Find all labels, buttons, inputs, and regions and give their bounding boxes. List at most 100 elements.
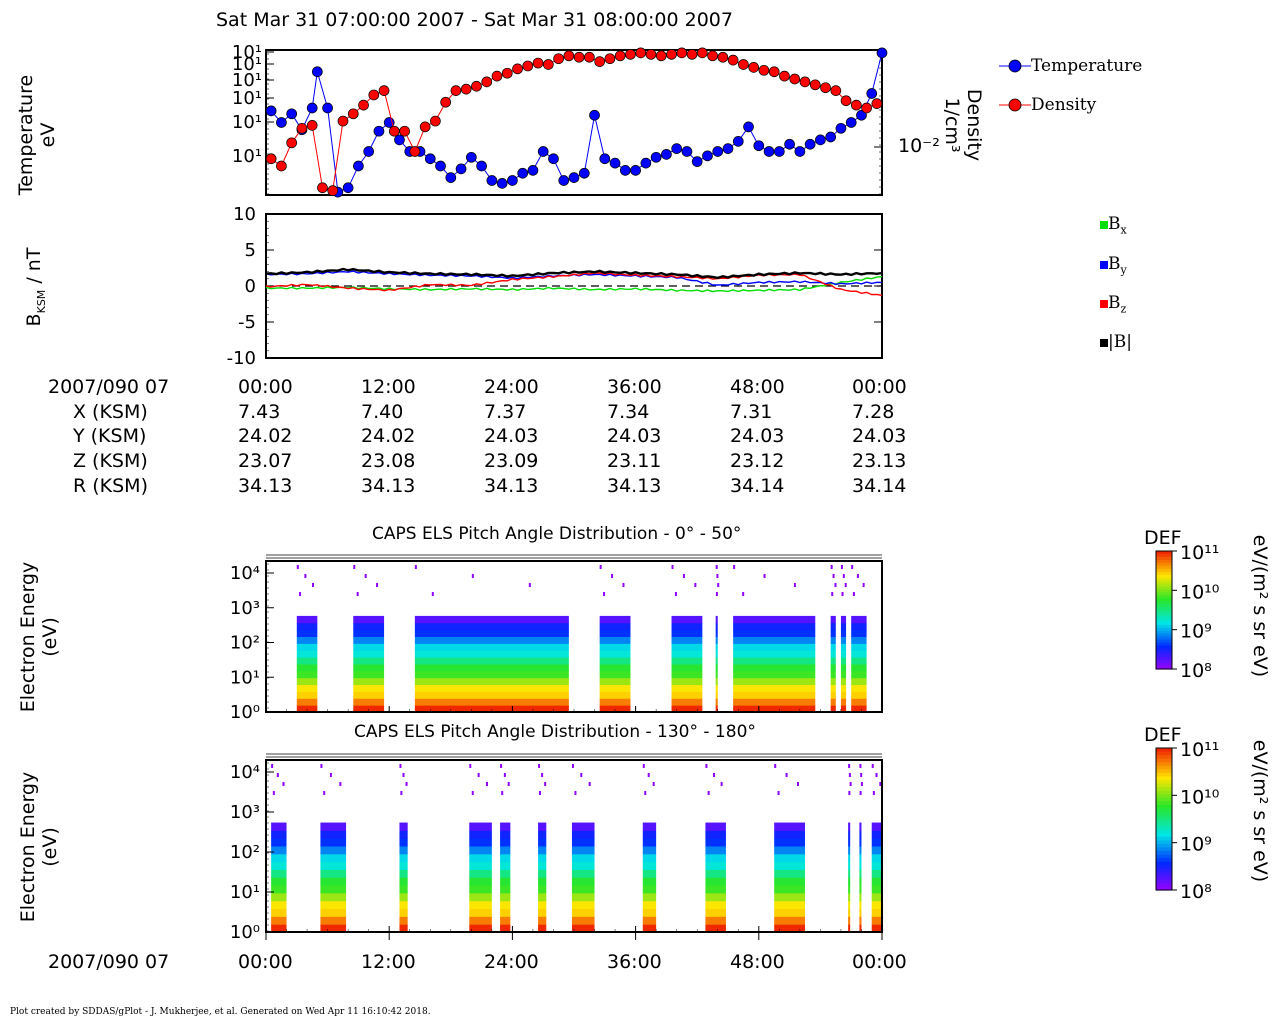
spectrogram-cell xyxy=(399,908,408,917)
density-point xyxy=(563,50,575,62)
spectrogram-cell xyxy=(296,684,318,692)
spectrogram-cell xyxy=(848,838,851,847)
colorbar-cell xyxy=(1156,583,1172,587)
spectrogram-cell xyxy=(851,698,867,706)
spectrogram-cell xyxy=(859,885,862,894)
spectrogram-cell xyxy=(469,822,492,831)
spectrogram-cell xyxy=(671,622,703,631)
spectrogram-cell xyxy=(733,643,816,651)
colorbar-cell xyxy=(1156,633,1172,638)
temperature-point xyxy=(866,88,878,99)
spectrogram-cell xyxy=(296,657,318,665)
spectrogram-cell xyxy=(733,629,816,637)
temperature-ytick-label: 10¹ xyxy=(232,54,262,75)
temperature-point xyxy=(763,146,775,157)
spectrogram-cell xyxy=(733,663,816,672)
spectrogram-cell xyxy=(399,822,408,831)
spectrogram-cell xyxy=(671,698,703,706)
orbit-value: 34.13 xyxy=(484,475,539,497)
spectrogram-speckle xyxy=(414,565,417,569)
spectrogram-cell xyxy=(538,900,547,910)
spectrogram-cell xyxy=(642,908,657,917)
spectrogram-speckle xyxy=(271,764,274,768)
spectrogram-cell xyxy=(414,684,569,692)
bfield-ylabel: BKSM / nT xyxy=(23,247,48,327)
spectrogram-block xyxy=(538,764,547,933)
colorbar-tick-label: 10¹⁰ xyxy=(1180,581,1219,603)
spectrogram-cell xyxy=(399,916,408,925)
spectrogram-cell xyxy=(671,684,703,692)
spectrogram-block xyxy=(715,565,720,713)
spectrogram-cell xyxy=(271,877,287,886)
colorbar-1-title: DEF xyxy=(1144,527,1182,549)
spectrogram-speckle xyxy=(872,791,875,795)
spectrogram-cell xyxy=(538,908,547,917)
spectrogram-cell xyxy=(851,657,867,665)
spectrogram-speckle xyxy=(774,764,777,768)
spectrogram-cell xyxy=(469,924,492,933)
spectrogram-cell xyxy=(538,877,547,886)
legend-density-marker xyxy=(1008,98,1022,112)
spectrogram-cell xyxy=(715,643,718,651)
colorbar-cell xyxy=(1156,808,1172,813)
spectrogram-cell xyxy=(830,670,836,679)
spectrogram-cell xyxy=(830,650,836,658)
els-0-50-spectrogram: 10⁴ 10³ 10² 10¹ 10⁰ xyxy=(230,554,883,722)
spectrogram-cell xyxy=(500,830,511,839)
density-point xyxy=(840,95,852,107)
spectrogram-cell xyxy=(733,622,816,631)
orbit-row-label: X (KSM) xyxy=(73,401,148,423)
spectrogram-cell xyxy=(500,846,511,855)
colorbar-cell xyxy=(1156,833,1172,838)
spectrogram-cell xyxy=(599,698,631,706)
colorbar-tick-label: 10¹¹ xyxy=(1180,742,1219,761)
orbit-value: 23.09 xyxy=(484,450,539,472)
colorbar-cell xyxy=(1156,612,1172,617)
bfield-line-Bx xyxy=(265,275,883,293)
colorbar-cell xyxy=(1156,776,1172,781)
bfield-line-magBmag xyxy=(265,267,883,280)
spectrogram-speckle xyxy=(477,773,480,777)
spectrogram-cell xyxy=(320,885,347,894)
spectrogram-cell xyxy=(414,657,569,665)
colorbar-cell xyxy=(1156,571,1172,576)
spectrogram-cell xyxy=(399,924,408,933)
spectrogram-cell xyxy=(715,650,718,658)
density-point xyxy=(686,48,698,60)
colorbar-cell xyxy=(1156,826,1172,831)
colorbar-cell xyxy=(1156,630,1172,635)
spectrogram-cell xyxy=(642,869,657,878)
temperature-point xyxy=(743,121,754,133)
colorbar-cell xyxy=(1156,850,1172,856)
spectrogram-speckle xyxy=(471,791,474,795)
spectrogram-cell xyxy=(399,838,408,847)
temperature-point xyxy=(732,135,744,147)
spectrogram-cell xyxy=(538,892,547,902)
spectrogram-speckle xyxy=(507,782,510,786)
spectrogram-speckle xyxy=(501,791,504,795)
spectrogram-cell xyxy=(271,892,287,902)
spectrogram-cell xyxy=(871,846,882,855)
spectrogram-cell xyxy=(848,830,851,839)
spectrogram-cell xyxy=(774,892,805,902)
colorbar-cell xyxy=(1156,618,1172,623)
temperature-point xyxy=(486,175,498,186)
spectrogram-cell xyxy=(469,900,492,910)
spectrogram-cell xyxy=(414,636,569,644)
spectrogram-cell xyxy=(399,892,408,902)
els-130-180-title: CAPS ELS Pitch Angle Distribution - 130°… xyxy=(354,722,756,742)
bfield-ytick-label: 0 xyxy=(245,276,256,297)
temperature-point xyxy=(712,146,724,157)
spectrogram-block xyxy=(871,764,882,933)
spectrogram-cell xyxy=(353,636,385,644)
orbit-value: 23.07 xyxy=(238,450,293,472)
temperature-point xyxy=(702,150,713,162)
spectrogram-cell xyxy=(271,924,287,933)
temperature-ytick-label: 10¹ xyxy=(232,42,262,63)
spectrogram-cell xyxy=(715,705,718,713)
spectrogram-cell xyxy=(320,838,347,847)
spectrogram-cell xyxy=(296,691,318,699)
spectrogram-cell xyxy=(671,691,703,699)
spectrogram-cell xyxy=(705,846,726,855)
spectrogram-speckle xyxy=(682,574,685,578)
